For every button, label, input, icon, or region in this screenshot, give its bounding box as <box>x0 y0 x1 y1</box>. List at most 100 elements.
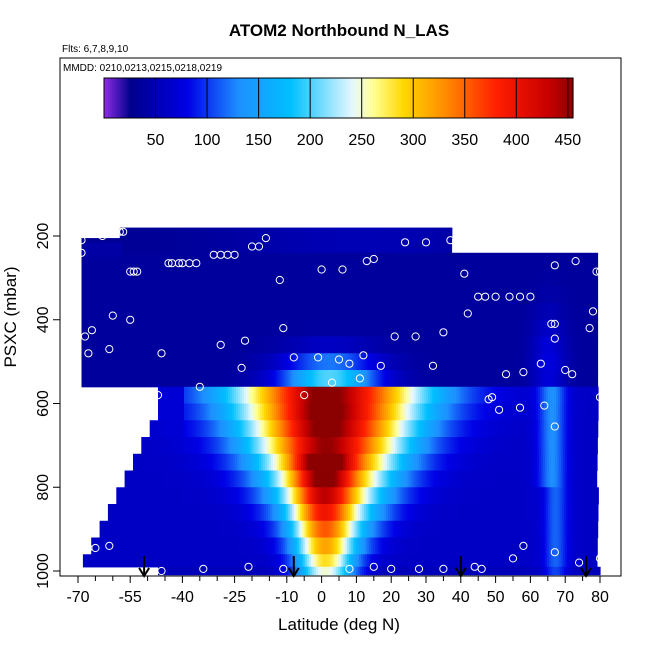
heatmap-cell <box>258 470 262 488</box>
heatmap-cell <box>444 386 447 405</box>
heatmap-cell <box>170 403 173 421</box>
heatmap-cell <box>467 269 471 287</box>
heatmap-cell <box>541 353 545 371</box>
heatmap-cell <box>546 403 549 421</box>
heatmap-cell <box>220 386 223 405</box>
heatmap-cell <box>504 470 508 488</box>
heatmap-cell <box>155 437 158 455</box>
heatmap-cell <box>365 336 369 354</box>
heatmap-cell <box>272 554 276 568</box>
heatmap-cell <box>87 336 91 354</box>
heatmap-cell <box>443 238 447 254</box>
heatmap-cell <box>333 504 337 522</box>
heatmap-cell <box>571 437 574 455</box>
heatmap-cell <box>496 386 499 405</box>
heatmap-cell <box>215 520 219 539</box>
heatmap-cell <box>591 520 595 539</box>
heatmap-cell <box>331 303 335 321</box>
heatmap-cell <box>557 252 561 271</box>
heatmap-cell <box>416 487 419 505</box>
heatmap-cell <box>298 470 302 488</box>
heatmap-cell <box>185 336 189 354</box>
heatmap-cell <box>459 303 463 321</box>
heatmap-cell <box>429 227 433 239</box>
heatmap-cell <box>538 386 541 405</box>
heatmap-cell <box>177 269 181 287</box>
heatmap-cell <box>375 453 378 472</box>
heatmap-cell <box>189 453 192 472</box>
heatmap-cell <box>550 487 553 505</box>
heatmap-cell <box>363 453 366 472</box>
heatmap-cell <box>537 504 541 522</box>
heatmap-cell <box>89 336 93 354</box>
heatmap-cell <box>341 437 344 455</box>
heatmap-cell <box>462 386 465 405</box>
heatmap-cell <box>356 386 359 405</box>
heatmap-cell <box>476 487 479 505</box>
heatmap-cell <box>494 403 497 421</box>
heatmap-cell <box>269 453 272 472</box>
heatmap-cell <box>201 437 204 455</box>
heatmap-cell <box>226 403 229 421</box>
heatmap-cell <box>325 504 329 522</box>
heatmap-cell <box>441 286 445 304</box>
heatmap-cell <box>437 420 441 438</box>
heatmap-cell <box>341 252 345 271</box>
heatmap-cell <box>155 504 159 522</box>
heatmap-cell <box>229 504 233 522</box>
heatmap-cell <box>166 403 169 421</box>
heatmap-cell <box>169 353 173 371</box>
heatmap-cell <box>470 487 473 505</box>
heatmap-cell <box>271 453 274 472</box>
heatmap-cell <box>250 470 254 488</box>
heatmap-cell <box>225 520 229 539</box>
heatmap-cell <box>396 470 400 488</box>
heatmap-cell <box>265 453 268 472</box>
heatmap-cell <box>515 453 518 472</box>
heatmap-cell <box>318 487 321 505</box>
heatmap-cell <box>333 336 337 354</box>
heatmap-cell <box>389 520 393 539</box>
heatmap-cell <box>304 487 307 505</box>
heatmap-cell <box>387 370 391 388</box>
heatmap-cell <box>524 470 528 488</box>
heatmap-cell <box>587 504 591 522</box>
heatmap-cell <box>563 504 567 522</box>
heatmap-cell <box>529 319 533 338</box>
heatmap-cell <box>163 453 166 472</box>
heatmap-cell <box>295 336 299 354</box>
heatmap-cell <box>109 252 113 271</box>
heatmap-cell <box>483 303 487 321</box>
heatmap-cell <box>333 238 337 254</box>
heatmap-cell <box>445 520 449 539</box>
heatmap-cell <box>271 269 275 287</box>
heatmap-cell <box>129 269 133 287</box>
heatmap-cell <box>300 403 303 421</box>
heatmap-cell <box>241 319 245 338</box>
heatmap-cell <box>257 269 261 287</box>
heatmap-cell <box>220 554 224 568</box>
heatmap-cell <box>196 554 200 568</box>
heatmap-cell <box>231 353 235 371</box>
heatmap-cell <box>565 453 568 472</box>
heatmap-cell <box>395 252 399 271</box>
heatmap-cell <box>381 520 385 539</box>
heatmap-cell <box>489 537 492 555</box>
heatmap-cell <box>201 453 204 472</box>
heatmap-cell <box>391 286 395 304</box>
heatmap-cell <box>85 336 89 354</box>
heatmap-cell <box>283 420 287 438</box>
heatmap-cell <box>375 238 379 254</box>
heatmap-cell <box>219 303 223 321</box>
heatmap-cell <box>115 319 119 338</box>
heatmap-cell <box>448 386 451 405</box>
heatmap-cell <box>355 437 358 455</box>
heatmap-cell <box>361 286 365 304</box>
heatmap-cell <box>461 353 465 371</box>
heatmap-cell <box>293 437 296 455</box>
heatmap-cell <box>503 336 507 354</box>
heatmap-cell <box>519 286 523 304</box>
heatmap-cell <box>199 520 203 539</box>
heatmap-cell <box>507 370 511 388</box>
heatmap-cell <box>358 386 361 405</box>
